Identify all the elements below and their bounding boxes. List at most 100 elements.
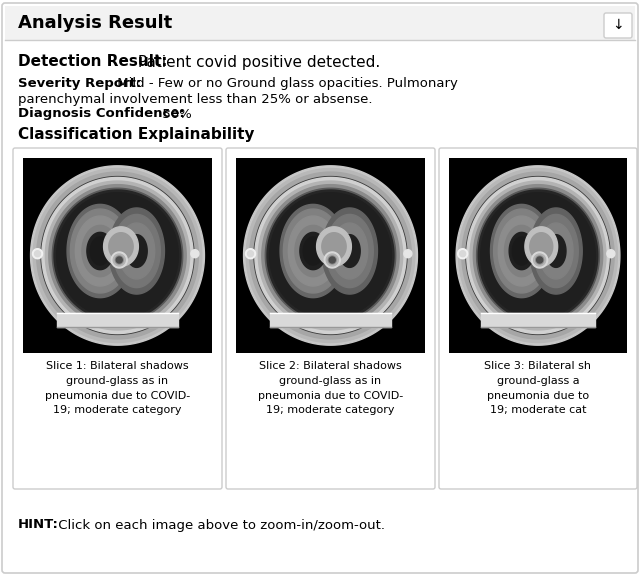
Polygon shape xyxy=(244,166,417,345)
Polygon shape xyxy=(481,193,595,319)
Polygon shape xyxy=(45,181,189,330)
Text: Diagnosis Confidence:: Diagnosis Confidence: xyxy=(18,108,185,121)
Polygon shape xyxy=(52,188,182,323)
Polygon shape xyxy=(470,181,606,330)
Text: Detection Result:: Detection Result: xyxy=(18,55,168,70)
Polygon shape xyxy=(326,214,373,288)
Polygon shape xyxy=(49,185,186,327)
Polygon shape xyxy=(113,214,160,288)
Polygon shape xyxy=(525,227,557,266)
Text: Slice 2: Bilateral shadows
ground-glass as in
pneumonia due to COVID-
19; modera: Slice 2: Bilateral shadows ground-glass … xyxy=(258,361,403,415)
Polygon shape xyxy=(82,225,118,277)
Polygon shape xyxy=(87,232,113,270)
Polygon shape xyxy=(250,172,412,339)
Polygon shape xyxy=(118,223,155,279)
Polygon shape xyxy=(104,227,138,266)
FancyBboxPatch shape xyxy=(604,13,632,38)
Polygon shape xyxy=(267,190,394,321)
Polygon shape xyxy=(90,237,110,265)
Polygon shape xyxy=(295,225,332,277)
Polygon shape xyxy=(339,235,360,267)
Polygon shape xyxy=(459,168,618,343)
Text: Slice 3: Bilateral sh
ground-glass a
pneumonia due to
19; moderate cat: Slice 3: Bilateral sh ground-glass a pne… xyxy=(484,361,591,415)
Polygon shape xyxy=(42,178,193,334)
Text: parenchymal involvement less than 25% or absense.: parenchymal involvement less than 25% or… xyxy=(18,93,372,105)
Polygon shape xyxy=(259,182,402,329)
Text: Slice 1: Bilateral shadows
ground-glass as in
pneumonia due to COVID-
19; modera: Slice 1: Bilateral shadows ground-glass … xyxy=(45,361,190,415)
Text: 50%: 50% xyxy=(158,108,192,121)
Polygon shape xyxy=(269,193,391,319)
Polygon shape xyxy=(477,188,600,323)
Text: Classification Explainability: Classification Explainability xyxy=(18,126,255,141)
Polygon shape xyxy=(536,256,543,264)
Polygon shape xyxy=(322,208,378,294)
Polygon shape xyxy=(259,181,403,330)
Polygon shape xyxy=(317,227,351,266)
Polygon shape xyxy=(76,216,125,286)
Polygon shape xyxy=(248,251,253,256)
Polygon shape xyxy=(512,237,531,265)
Polygon shape xyxy=(328,256,336,264)
Polygon shape xyxy=(255,178,406,334)
Polygon shape xyxy=(539,223,573,279)
Polygon shape xyxy=(246,249,255,259)
Text: Analysis Result: Analysis Result xyxy=(18,14,172,32)
Polygon shape xyxy=(456,166,620,345)
Polygon shape xyxy=(70,209,130,293)
Polygon shape xyxy=(404,250,412,258)
Bar xyxy=(23,158,212,353)
Polygon shape xyxy=(530,208,582,294)
Text: Mild - Few or no Ground glass opacities. Pulmonary: Mild - Few or no Ground glass opacities.… xyxy=(113,78,458,90)
Bar xyxy=(449,158,627,353)
Polygon shape xyxy=(33,168,202,343)
FancyBboxPatch shape xyxy=(226,148,435,489)
Polygon shape xyxy=(504,225,539,277)
Polygon shape xyxy=(116,257,122,263)
FancyBboxPatch shape xyxy=(439,148,637,489)
Polygon shape xyxy=(280,204,346,298)
Polygon shape xyxy=(191,250,199,258)
Polygon shape xyxy=(509,232,534,270)
Text: ↓: ↓ xyxy=(612,18,624,32)
Polygon shape xyxy=(458,249,468,259)
Polygon shape xyxy=(534,214,579,288)
Polygon shape xyxy=(254,177,407,335)
Polygon shape xyxy=(266,188,396,323)
Polygon shape xyxy=(289,216,338,286)
Polygon shape xyxy=(329,257,335,263)
Polygon shape xyxy=(324,252,340,268)
Polygon shape xyxy=(113,254,125,266)
Polygon shape xyxy=(478,190,598,321)
Polygon shape xyxy=(474,185,603,327)
Polygon shape xyxy=(262,185,399,327)
Polygon shape xyxy=(246,168,415,343)
Polygon shape xyxy=(36,172,198,339)
Polygon shape xyxy=(607,250,615,258)
Polygon shape xyxy=(41,177,194,335)
Polygon shape xyxy=(33,249,42,259)
FancyBboxPatch shape xyxy=(5,6,635,40)
FancyBboxPatch shape xyxy=(13,148,222,489)
Polygon shape xyxy=(532,252,548,268)
Polygon shape xyxy=(67,204,133,298)
Polygon shape xyxy=(31,166,204,345)
Polygon shape xyxy=(126,235,147,267)
Polygon shape xyxy=(546,235,566,267)
Polygon shape xyxy=(284,209,343,293)
FancyBboxPatch shape xyxy=(2,3,638,573)
Polygon shape xyxy=(109,208,164,294)
Polygon shape xyxy=(460,251,466,256)
Polygon shape xyxy=(499,216,545,286)
Polygon shape xyxy=(111,252,127,268)
Polygon shape xyxy=(471,182,605,329)
Polygon shape xyxy=(326,254,338,266)
Polygon shape xyxy=(536,257,543,263)
Polygon shape xyxy=(115,256,124,264)
Polygon shape xyxy=(300,232,326,270)
Text: HINT:: HINT: xyxy=(18,519,59,531)
Polygon shape xyxy=(490,204,553,298)
Polygon shape xyxy=(534,254,546,266)
Polygon shape xyxy=(462,172,614,339)
Polygon shape xyxy=(530,233,553,260)
Polygon shape xyxy=(332,223,368,279)
